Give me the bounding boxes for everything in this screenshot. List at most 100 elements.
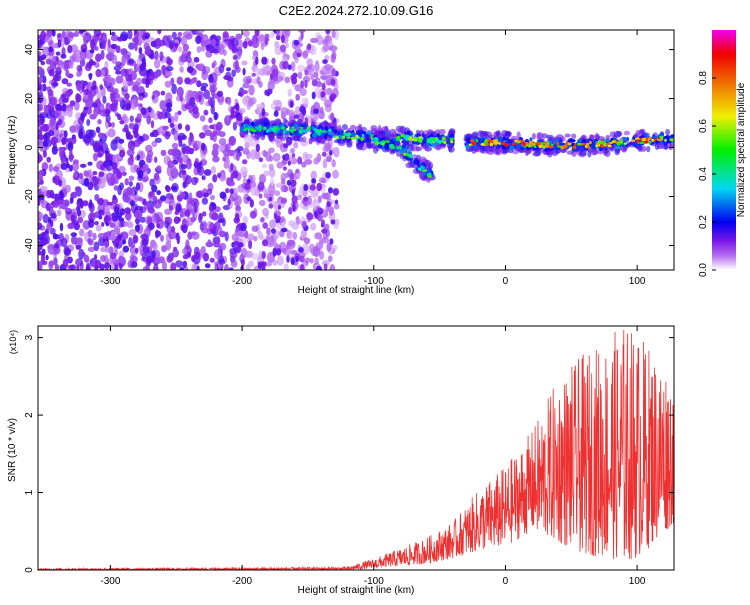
heatmap-cell	[58, 146, 64, 152]
heatmap-cell	[378, 130, 386, 136]
heatmap-cell	[127, 30, 133, 40]
heatmap-cell	[108, 246, 114, 254]
heatmap-cell	[242, 30, 250, 37]
heatmap-cell	[324, 142, 331, 152]
heatmap-cell	[646, 145, 651, 153]
heatmap-cell	[360, 126, 367, 133]
heatmap-cell	[63, 130, 68, 138]
heatmap-cell	[108, 159, 113, 167]
heatmap-cell	[139, 216, 146, 223]
heatmap-cell	[45, 254, 49, 261]
heatmap-cell	[132, 126, 138, 135]
heatmap-cell	[154, 73, 159, 79]
heatmap-cell	[67, 44, 73, 54]
heatmap-cell	[314, 232, 323, 240]
heatmap-cell	[248, 40, 253, 47]
heatmap-cell	[494, 141, 499, 145]
heatmap-cell	[98, 214, 103, 220]
snr-x-label: Height of straight line (km)	[298, 585, 415, 596]
y-tick-label: 2	[24, 412, 35, 418]
heatmap-cell	[260, 131, 264, 136]
heatmap-cell	[38, 51, 42, 56]
heatmap-cell	[397, 145, 402, 149]
heatmap-cell	[141, 77, 147, 85]
heatmap-cell	[188, 105, 193, 114]
heatmap-cell	[235, 33, 243, 40]
heatmap-cell	[196, 30, 205, 34]
heatmap-cell	[75, 244, 82, 250]
heatmap-cell	[191, 231, 197, 236]
heatmap-cell	[373, 139, 377, 143]
heatmap-cell	[40, 60, 45, 66]
heatmap-cell	[136, 154, 140, 161]
heatmap-cell	[187, 90, 195, 97]
heatmap-cell	[146, 115, 152, 125]
heatmap-cell	[418, 138, 423, 143]
heatmap-cell	[55, 51, 61, 56]
heatmap-cell	[167, 160, 174, 169]
heatmap-cell	[111, 162, 118, 171]
heatmap-cell	[82, 200, 89, 207]
heatmap-cell	[384, 125, 389, 134]
heatmap-cell	[91, 61, 97, 66]
heatmap-cell	[473, 143, 477, 149]
heatmap-cell	[131, 261, 138, 268]
snr-y-ticks: 0 1 2 3	[24, 334, 674, 573]
heatmap-cell	[268, 147, 275, 154]
heatmap-cell	[359, 139, 366, 144]
heatmap-cell	[664, 138, 667, 142]
heatmap-cell	[636, 145, 642, 150]
heatmap-cell	[614, 146, 621, 150]
heatmap-cell	[643, 140, 649, 144]
y-tick-label: 20	[24, 93, 35, 105]
heatmap-cell	[251, 72, 256, 77]
heatmap-cell	[191, 176, 198, 186]
heatmap-cell	[38, 222, 43, 230]
heatmap-cell	[408, 154, 413, 158]
heatmap-cell	[303, 159, 312, 165]
heatmap-cell	[271, 57, 276, 65]
heatmap-cell	[286, 230, 294, 239]
heatmap-cell	[289, 100, 294, 108]
heatmap-cell	[116, 171, 122, 180]
heatmap-cell	[293, 123, 299, 128]
heatmap-cell	[244, 230, 249, 239]
heatmap-cell	[142, 266, 149, 270]
heatmap-cell	[248, 98, 254, 107]
heatmap-cell	[325, 30, 331, 35]
heatmap-cell	[322, 59, 328, 64]
heatmap-cell	[349, 124, 357, 130]
heatmap-cell	[110, 102, 117, 112]
heatmap-cell	[231, 233, 239, 242]
heatmap-cell	[207, 96, 213, 106]
heatmap-cell	[524, 139, 530, 144]
heatmap-cell	[188, 147, 194, 155]
heatmap-cell	[59, 190, 64, 198]
heatmap-cell	[114, 206, 120, 215]
heatmap-cell	[243, 128, 247, 132]
heatmap-cell	[313, 62, 320, 73]
heatmap-cell	[413, 138, 418, 142]
heatmap-cell	[118, 250, 125, 257]
heatmap-cell	[113, 65, 122, 71]
heatmap-cell	[42, 75, 47, 84]
heatmap-cell	[156, 190, 162, 196]
heatmap-cell	[79, 50, 87, 61]
heatmap-cell	[178, 138, 183, 147]
heatmap-cell	[79, 59, 86, 67]
heatmap-cell	[60, 53, 67, 59]
heatmap-cell	[310, 37, 318, 44]
heatmap-cell	[291, 153, 296, 158]
heatmap-cell	[306, 58, 313, 66]
heatmap-cell	[181, 147, 187, 154]
heatmap-cell	[268, 197, 273, 202]
heatmap-cell	[57, 33, 61, 38]
heatmap-cell	[360, 137, 364, 141]
heatmap-cell	[542, 145, 546, 150]
heatmap-cell	[324, 223, 330, 231]
heatmap-cell	[318, 129, 322, 133]
snr-y-multiplier: (x10⁴)	[8, 330, 18, 354]
heatmap-cell	[631, 139, 636, 142]
heatmap-cell	[589, 140, 592, 145]
heatmap-cell	[211, 148, 219, 157]
